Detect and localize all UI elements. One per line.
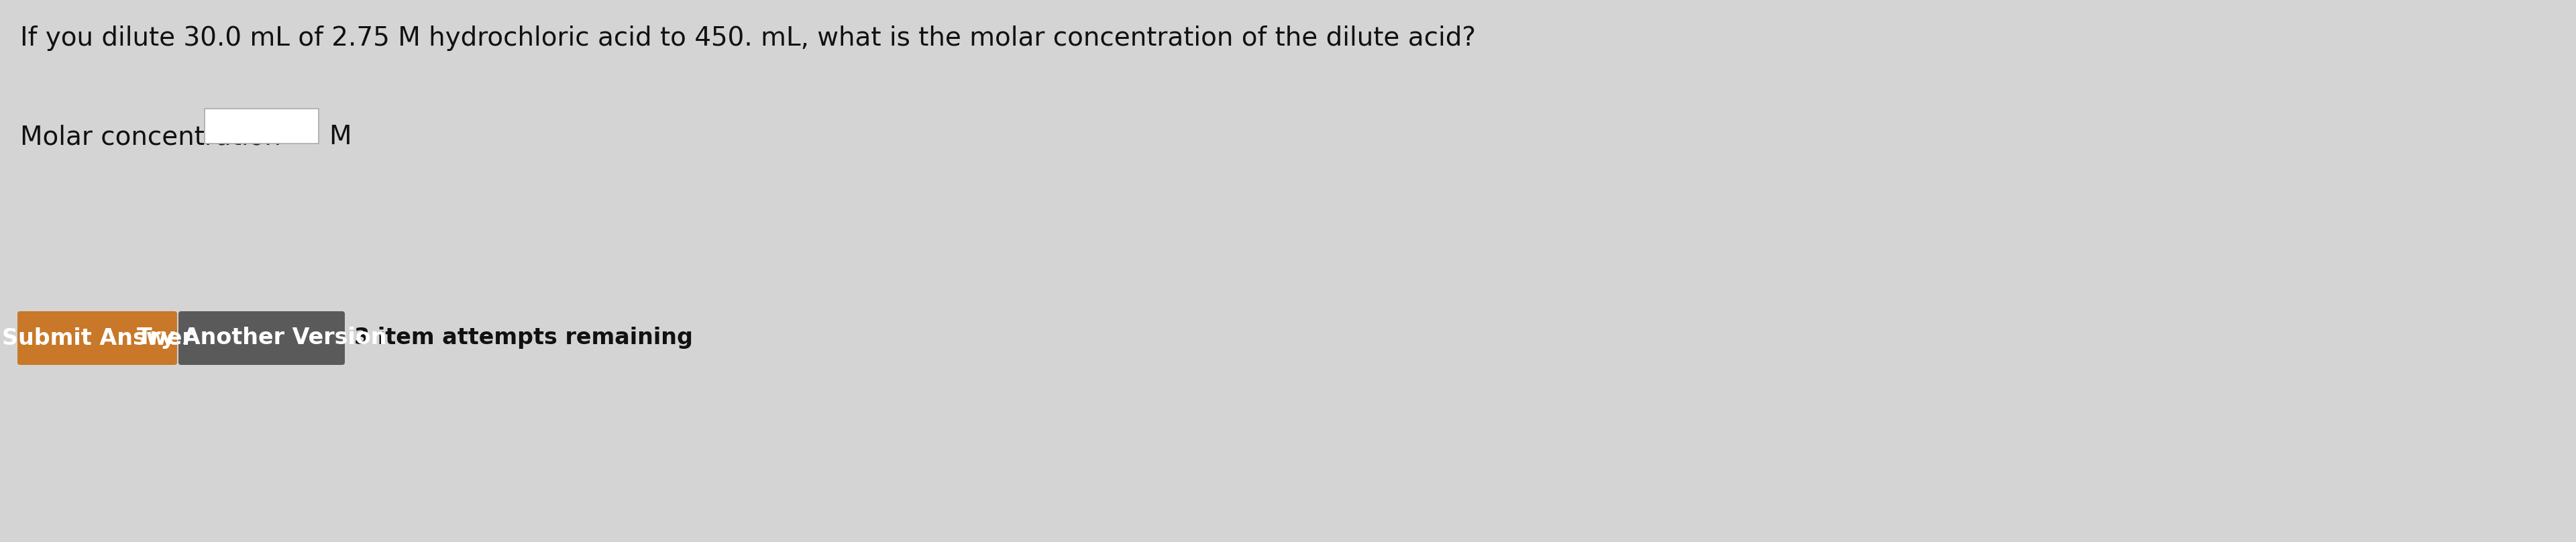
FancyBboxPatch shape bbox=[204, 108, 319, 144]
Text: Submit Answer: Submit Answer bbox=[3, 327, 193, 349]
Text: Molar concentration =: Molar concentration = bbox=[21, 124, 312, 150]
FancyBboxPatch shape bbox=[18, 311, 178, 365]
Text: 3 item attempts remaining: 3 item attempts remaining bbox=[355, 327, 693, 349]
FancyBboxPatch shape bbox=[178, 311, 345, 365]
Text: M: M bbox=[330, 124, 350, 150]
Text: Try Another Version: Try Another Version bbox=[137, 327, 386, 349]
Text: If you dilute 30.0 mL of 2.75 M hydrochloric acid to 450. mL, what is the molar : If you dilute 30.0 mL of 2.75 M hydrochl… bbox=[21, 25, 1476, 51]
